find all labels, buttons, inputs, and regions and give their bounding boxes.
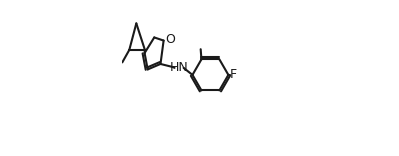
Text: F: F: [230, 68, 237, 81]
Text: O: O: [165, 33, 175, 46]
Text: HN: HN: [170, 61, 189, 74]
